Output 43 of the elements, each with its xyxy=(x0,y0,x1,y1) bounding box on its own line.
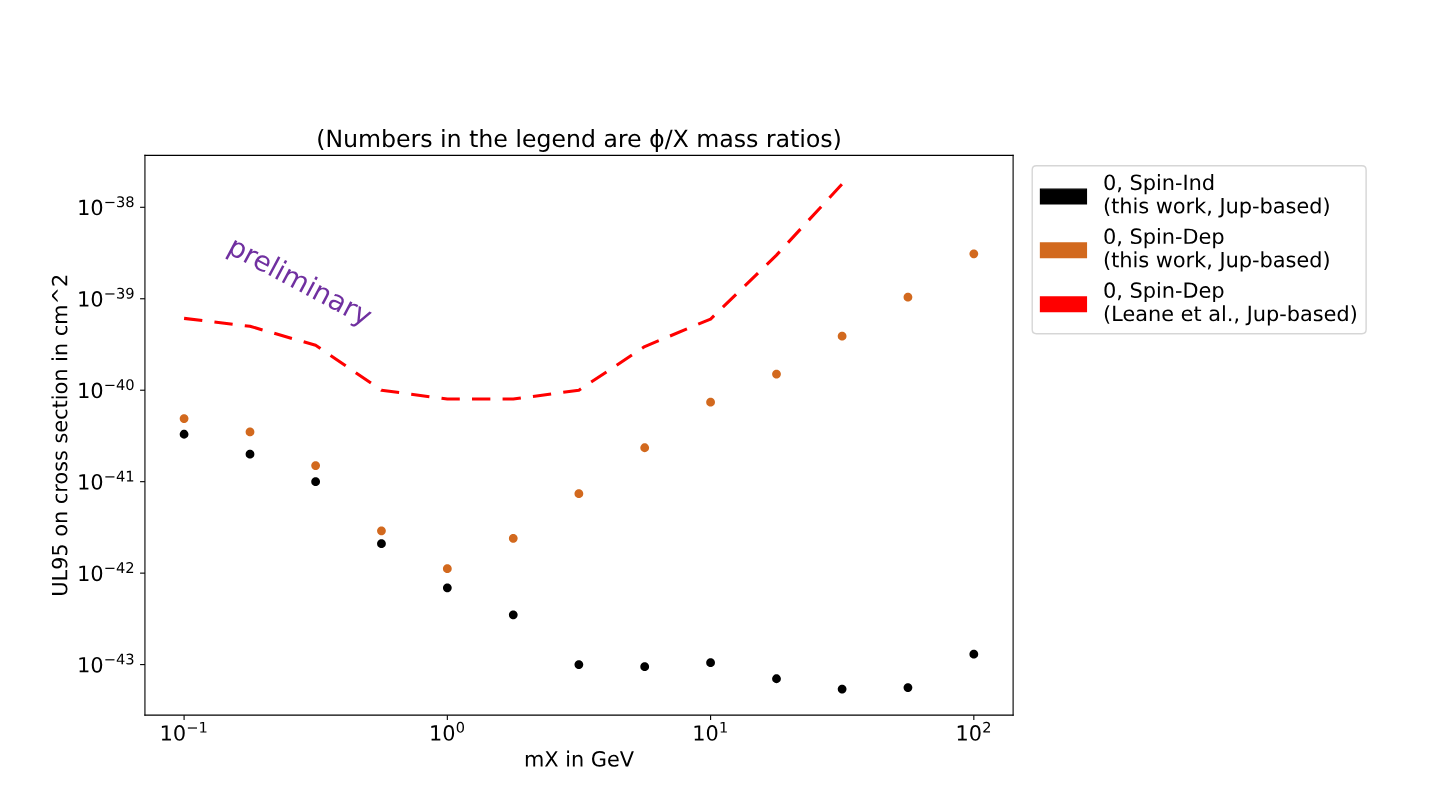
legend-label: 0, Spin-Dep (Leane et al., Jup-based) xyxy=(1104,281,1356,326)
point xyxy=(640,443,650,453)
x-axis-title: mX in GeV xyxy=(525,750,634,767)
y-axis-title: UL95 on cross section in cm^2 xyxy=(51,275,68,595)
point xyxy=(179,429,189,439)
point xyxy=(903,683,913,693)
x-tick-label: 10$^{2}$ xyxy=(957,721,991,741)
y-tick-label: 10$^{−38}$ xyxy=(79,196,134,216)
point xyxy=(442,564,452,574)
y-tick-label: 10$^{−39}$ xyxy=(79,287,134,307)
chart-title: (Numbers in the legend are ϕ/X mass ratios) xyxy=(318,129,840,152)
point xyxy=(706,397,715,407)
point xyxy=(640,662,650,672)
point xyxy=(442,583,452,593)
point xyxy=(574,489,584,499)
point xyxy=(772,369,781,379)
point xyxy=(508,533,518,543)
legend-label: 0, Spin-Ind (this work, Jup-based) xyxy=(1104,174,1329,218)
legend-label: 0, Spin-Dep (this work, Jup-based) xyxy=(1104,227,1329,272)
point xyxy=(969,249,979,259)
point xyxy=(245,427,255,437)
point xyxy=(377,526,386,536)
point xyxy=(969,649,979,659)
point xyxy=(311,461,321,470)
line-series xyxy=(182,182,844,401)
x-tick-label: 10$^{1}$ xyxy=(694,721,727,741)
point xyxy=(179,414,189,423)
point xyxy=(837,684,847,694)
point xyxy=(377,539,386,549)
point xyxy=(574,660,584,669)
y-tick-label: 10$^{−41}$ xyxy=(79,470,134,490)
y-tick-label: 10$^{−40}$ xyxy=(79,379,134,399)
point xyxy=(706,658,715,668)
x-tick-label: 10$^{0}$ xyxy=(431,721,465,741)
y-tick-label: 10$^{−43}$ xyxy=(79,653,134,673)
point xyxy=(245,449,255,459)
point xyxy=(311,477,321,487)
point xyxy=(508,610,518,620)
point xyxy=(772,674,781,684)
y-tick-label: 10$^{−42}$ xyxy=(79,562,134,582)
x-tick-label: 10$^{−1}$ xyxy=(161,721,207,741)
point xyxy=(903,292,913,302)
point xyxy=(837,331,847,341)
